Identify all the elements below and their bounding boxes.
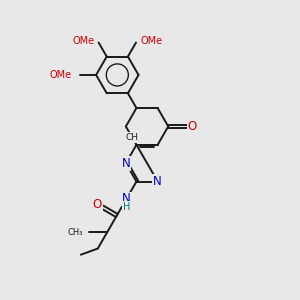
Text: O: O: [188, 120, 197, 133]
Text: CH: CH: [126, 133, 139, 142]
Text: CH₃: CH₃: [68, 227, 83, 236]
Text: N: N: [122, 193, 131, 206]
Text: N: N: [153, 175, 162, 188]
Text: OMe: OMe: [72, 36, 94, 46]
Text: N: N: [122, 157, 130, 170]
Text: H: H: [123, 202, 130, 212]
Text: OMe: OMe: [140, 36, 162, 46]
Text: O: O: [92, 197, 102, 211]
Text: OMe: OMe: [50, 70, 72, 80]
